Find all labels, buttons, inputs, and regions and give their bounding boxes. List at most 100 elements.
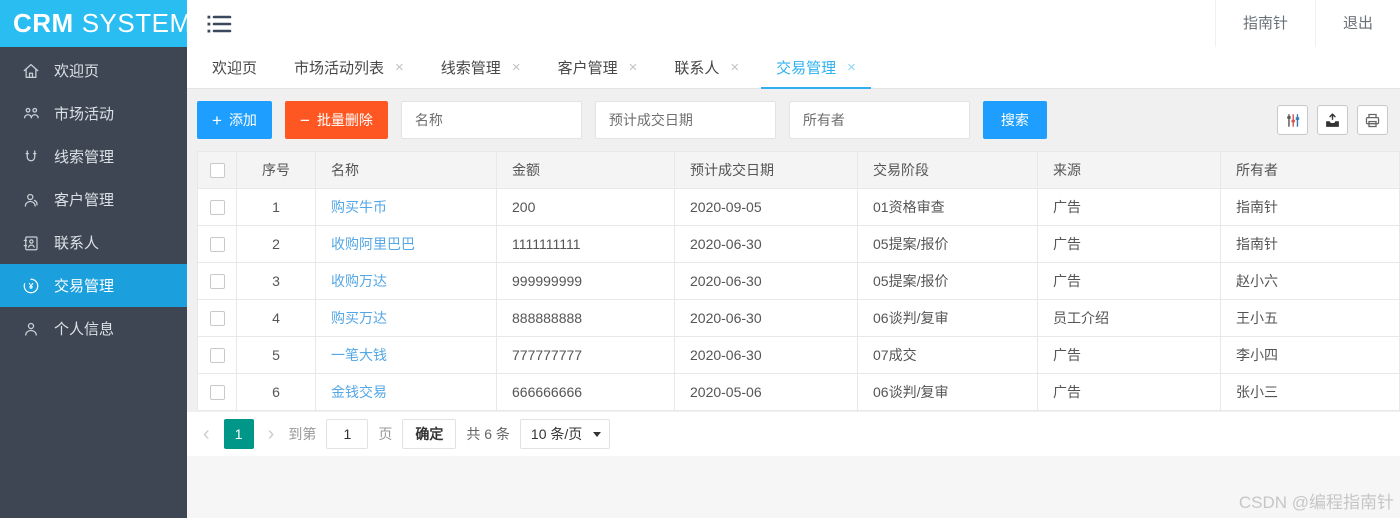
tab-market-activity-list[interactable]: 市场活动列表 × bbox=[279, 47, 419, 88]
topbar: 指南针 退出 bbox=[187, 0, 1400, 47]
tab-label: 市场活动列表 bbox=[294, 60, 385, 77]
print-icon bbox=[1365, 113, 1380, 127]
sidebar-item-market-activity[interactable]: 市场活动 bbox=[0, 92, 187, 135]
search-button[interactable]: 搜索 bbox=[982, 101, 1047, 139]
close-icon[interactable]: × bbox=[847, 59, 856, 76]
tab-label: 欢迎页 bbox=[212, 60, 258, 77]
page-unit-label: 页 bbox=[378, 426, 393, 442]
home-icon bbox=[21, 61, 41, 81]
tab-lead-management[interactable]: 线索管理 × bbox=[426, 47, 536, 88]
cell-date: 2020-06-30 bbox=[674, 336, 858, 374]
goto-label: 到第 bbox=[288, 426, 317, 442]
column-header-name: 名称 bbox=[315, 151, 497, 189]
row-checkbox[interactable] bbox=[209, 200, 225, 216]
goto-page-input[interactable] bbox=[326, 419, 369, 449]
content-filler: CSDN @编程指南针 bbox=[187, 456, 1400, 518]
column-header-date: 预计成交日期 bbox=[674, 151, 858, 189]
row-checkbox[interactable] bbox=[209, 274, 225, 290]
deal-name-link[interactable]: 收购万达 bbox=[331, 273, 387, 289]
cell-no: 4 bbox=[236, 299, 316, 337]
close-icon[interactable]: × bbox=[730, 59, 740, 76]
svg-text:¥: ¥ bbox=[29, 282, 34, 291]
sidebar-item-label: 交易管理 bbox=[54, 278, 115, 295]
columns-toggle-button[interactable] bbox=[1277, 105, 1308, 135]
deals-table: 序号 名称 金额 预计成交日期 交易阶段 来源 所有者 1 购买牛币 200 bbox=[197, 151, 1400, 411]
page-size-select[interactable]: 10 条/页 bbox=[519, 419, 610, 449]
page-size-select-wrap: 10 条/页 bbox=[519, 419, 610, 449]
tab-label: 联系人 bbox=[674, 60, 720, 77]
cell-owner: 王小五 bbox=[1220, 299, 1400, 337]
main-area: 指南针 退出 欢迎页 市场活动列表 × 线索管理 × 客户管理 × 联系人 × … bbox=[187, 0, 1400, 518]
sidebar-item-lead-management[interactable]: 线索管理 bbox=[0, 135, 187, 178]
sidebar-item-welcome[interactable]: 欢迎页 bbox=[0, 49, 187, 92]
add-button[interactable]: + 添加 bbox=[197, 101, 272, 139]
sidebar-item-customer-management[interactable]: 客户管理 bbox=[0, 178, 187, 221]
deal-name-link[interactable]: 收购阿里巴巴 bbox=[331, 236, 415, 252]
cell-date: 2020-06-30 bbox=[674, 299, 858, 337]
sidebar-item-label: 个人信息 bbox=[54, 321, 115, 338]
sidebar-item-label: 市场活动 bbox=[54, 106, 115, 123]
export-button[interactable] bbox=[1317, 105, 1348, 135]
close-icon[interactable]: × bbox=[628, 59, 638, 76]
sidebar-item-label: 联系人 bbox=[54, 235, 100, 252]
next-page-button[interactable]: › bbox=[264, 424, 279, 444]
owner-filter-input[interactable] bbox=[788, 101, 970, 139]
cell-owner: 指南针 bbox=[1220, 225, 1400, 263]
cell-amount: 200 bbox=[496, 188, 675, 226]
sidebar-item-deal-management[interactable]: ¥ 交易管理 bbox=[0, 264, 187, 307]
logout-link[interactable]: 退出 bbox=[1314, 0, 1400, 47]
row-checkbox[interactable] bbox=[209, 311, 225, 327]
confirm-button[interactable]: 确定 bbox=[402, 419, 457, 449]
cell-stage: 07成交 bbox=[857, 336, 1038, 374]
cell-no: 3 bbox=[236, 262, 316, 300]
cell-source: 广告 bbox=[1037, 373, 1221, 411]
tab-deal-management[interactable]: 交易管理 × bbox=[761, 47, 871, 89]
tab-welcome[interactable]: 欢迎页 bbox=[197, 47, 272, 88]
page-1-button[interactable]: 1 bbox=[223, 419, 254, 449]
tab-contacts[interactable]: 联系人 × bbox=[659, 47, 754, 88]
cell-amount: 888888888 bbox=[496, 299, 675, 337]
column-header-amount: 金额 bbox=[496, 151, 675, 189]
cell-owner: 赵小六 bbox=[1220, 262, 1400, 300]
magnet-icon bbox=[21, 147, 41, 167]
row-checkbox[interactable] bbox=[209, 348, 225, 364]
columns-icon bbox=[1287, 113, 1300, 127]
yen-circle-icon: ¥ bbox=[21, 276, 41, 296]
row-checkbox[interactable] bbox=[209, 385, 225, 401]
deal-name-link[interactable]: 购买万达 bbox=[331, 310, 387, 326]
sidebar-toggle-button[interactable] bbox=[205, 12, 233, 36]
tab-label: 交易管理 bbox=[776, 60, 837, 77]
close-icon[interactable]: × bbox=[511, 59, 521, 76]
row-checkbox[interactable] bbox=[209, 237, 225, 253]
name-filter-input[interactable] bbox=[400, 101, 582, 139]
expected-close-date-filter-input[interactable] bbox=[594, 101, 776, 139]
tab-customer-management[interactable]: 客户管理 × bbox=[543, 47, 653, 88]
topbar-user-link[interactable]: 指南针 bbox=[1214, 0, 1315, 47]
cell-date: 2020-06-30 bbox=[674, 225, 858, 263]
cell-date: 2020-05-06 bbox=[674, 373, 858, 411]
print-button[interactable] bbox=[1357, 105, 1388, 135]
cell-no: 6 bbox=[236, 373, 316, 411]
deal-name-link[interactable]: 购买牛币 bbox=[331, 199, 387, 215]
table-row: 6 金钱交易 666666666 2020-05-06 06谈判/复审 广告 张… bbox=[197, 373, 1400, 411]
deal-name-link[interactable]: 一笔大钱 bbox=[331, 347, 387, 363]
cell-date: 2020-06-30 bbox=[674, 262, 858, 300]
sidebar-item-contacts[interactable]: 联系人 bbox=[0, 221, 187, 264]
close-icon[interactable]: × bbox=[395, 59, 404, 76]
sidebar-item-label: 欢迎页 bbox=[54, 63, 100, 80]
sidebar-item-personal-info[interactable]: 个人信息 bbox=[0, 307, 187, 350]
total-count-label: 共 6 条 bbox=[466, 426, 510, 442]
select-all-checkbox[interactable] bbox=[209, 163, 225, 179]
cell-stage: 06谈判/复审 bbox=[857, 299, 1038, 337]
sidebar: CRM SYSTEM 欢迎页 市场活动 线索管理 客户管理 bbox=[0, 0, 191, 518]
deal-name-link[interactable]: 金钱交易 bbox=[331, 384, 387, 400]
cell-date: 2020-09-05 bbox=[674, 188, 858, 226]
cell-source: 广告 bbox=[1037, 336, 1221, 374]
plus-icon: + bbox=[212, 110, 222, 130]
logo-text-light: SYSTEM bbox=[81, 8, 192, 38]
cell-source: 广告 bbox=[1037, 225, 1221, 263]
sidebar-menu: 欢迎页 市场活动 线索管理 客户管理 联系人 bbox=[0, 47, 187, 350]
prev-page-button[interactable]: ‹ bbox=[199, 424, 214, 444]
bulk-delete-button[interactable]: − 批量删除 bbox=[284, 101, 388, 139]
column-header-source: 来源 bbox=[1037, 151, 1221, 189]
